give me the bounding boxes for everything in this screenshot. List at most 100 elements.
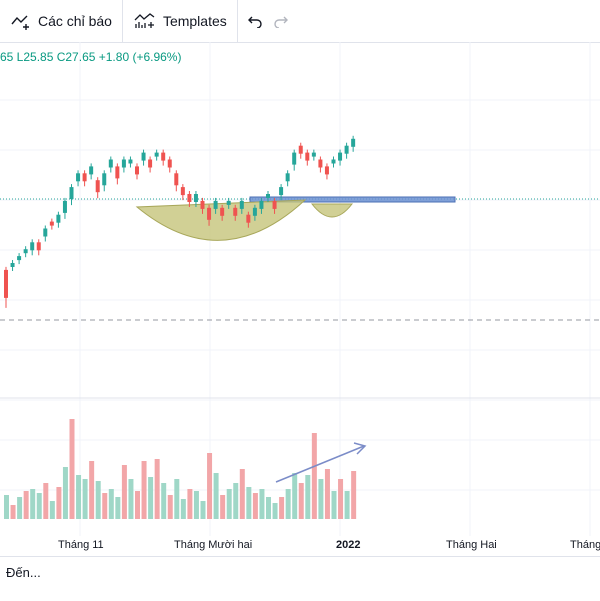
candle xyxy=(351,138,356,147)
redo-icon xyxy=(274,16,288,28)
volume-bar xyxy=(167,495,173,519)
volume-bar xyxy=(141,461,147,519)
candle xyxy=(17,256,22,261)
candle xyxy=(69,187,74,200)
candle xyxy=(279,187,284,196)
candle xyxy=(338,152,343,161)
candle xyxy=(259,200,264,209)
volume-bar xyxy=(233,483,239,519)
redo-button[interactable] xyxy=(268,0,294,42)
templates-button[interactable]: Templates xyxy=(123,0,237,42)
candle xyxy=(167,159,172,168)
bottom-bar: Đến... xyxy=(0,556,600,601)
volume-bar xyxy=(128,479,134,519)
volume-bar xyxy=(102,493,108,519)
candles-group xyxy=(4,135,356,308)
candle xyxy=(298,145,303,154)
candle xyxy=(305,152,310,161)
toolbar-divider xyxy=(236,0,238,42)
candle xyxy=(311,152,316,157)
candle xyxy=(213,200,218,209)
candle xyxy=(23,249,28,254)
volume-bar xyxy=(82,479,88,519)
volume-bar xyxy=(344,491,350,519)
time-axis-label: Tháng 11 xyxy=(58,539,104,551)
volume-bar xyxy=(351,471,357,519)
volume-bar xyxy=(259,489,265,519)
candle xyxy=(187,194,192,202)
volume-group xyxy=(4,419,357,519)
volume-bar xyxy=(174,479,180,519)
candle xyxy=(43,228,48,237)
candle xyxy=(135,166,139,175)
volume-bar xyxy=(76,475,82,519)
volume-bar xyxy=(266,497,271,519)
ohlc-legend: 65 L25.85 C27.65 +1.80 (+6.96%) xyxy=(0,50,182,64)
handle-shape xyxy=(310,203,354,218)
volume-bar xyxy=(121,465,127,519)
volume-bar xyxy=(30,489,36,519)
time-axis: Tháng 11 Tháng Mười hai 2022 Tháng Hai Tháng xyxy=(58,539,600,551)
goto-date-button[interactable]: Đến... xyxy=(6,565,41,580)
price-chart[interactable]: Tháng 11 Tháng Mười hai 2022 Tháng Hai Tháng xyxy=(0,42,600,556)
resistance-zone xyxy=(249,196,456,203)
volume-bar xyxy=(4,495,9,519)
volume-bar xyxy=(193,491,199,519)
candle xyxy=(233,207,238,216)
candle xyxy=(324,166,329,175)
volume-bar xyxy=(226,489,232,519)
undo-button[interactable] xyxy=(242,0,268,42)
volume-bar xyxy=(285,489,291,519)
chart-toolbar: Các chỉ báo Templates xyxy=(0,0,600,43)
volume-bar xyxy=(292,473,298,519)
candle xyxy=(252,207,257,216)
indicators-button[interactable]: Các chỉ báo xyxy=(0,0,122,42)
undo-icon xyxy=(247,16,262,28)
cup-shape xyxy=(135,199,307,241)
cup-pattern xyxy=(135,199,354,241)
volume-bar xyxy=(62,467,68,519)
candle xyxy=(318,159,323,168)
volume-bar xyxy=(135,491,140,519)
volume-bar xyxy=(331,491,337,519)
candle xyxy=(4,269,8,298)
volume-bar xyxy=(56,487,62,519)
volume-bar xyxy=(148,477,154,519)
candle xyxy=(344,145,349,154)
volume-bar xyxy=(49,501,55,519)
resistance-group xyxy=(249,196,456,203)
candle xyxy=(121,159,126,168)
volume-bar xyxy=(324,469,330,519)
volume-bar xyxy=(252,493,258,519)
time-axis-label: Tháng xyxy=(570,539,600,551)
templates-label: Templates xyxy=(162,13,227,29)
candle xyxy=(272,200,277,209)
time-axis-label: Tháng Mười hai xyxy=(174,539,252,551)
volume-bar xyxy=(17,497,23,519)
candle xyxy=(292,152,297,165)
volume-bar xyxy=(338,479,344,519)
volume-bar xyxy=(213,473,219,519)
candle xyxy=(141,152,146,161)
candle xyxy=(180,187,185,196)
candle xyxy=(207,207,212,220)
candle xyxy=(102,173,107,186)
candle xyxy=(30,242,35,251)
candle xyxy=(62,200,67,213)
templates-icon xyxy=(134,13,155,28)
candle xyxy=(285,173,290,182)
volume-bar xyxy=(220,495,226,519)
volume-bar xyxy=(95,481,101,519)
volume-bar xyxy=(207,453,213,519)
candle xyxy=(115,166,120,179)
volume-bar xyxy=(36,493,42,519)
volume-bar xyxy=(239,469,245,519)
time-axis-label: 2022 xyxy=(336,539,360,551)
volume-bar xyxy=(298,483,304,519)
candle xyxy=(128,159,133,164)
candle xyxy=(76,173,81,182)
volume-bar xyxy=(23,491,29,519)
candle xyxy=(154,152,159,157)
candle xyxy=(89,166,94,175)
volume-bar xyxy=(154,459,160,519)
